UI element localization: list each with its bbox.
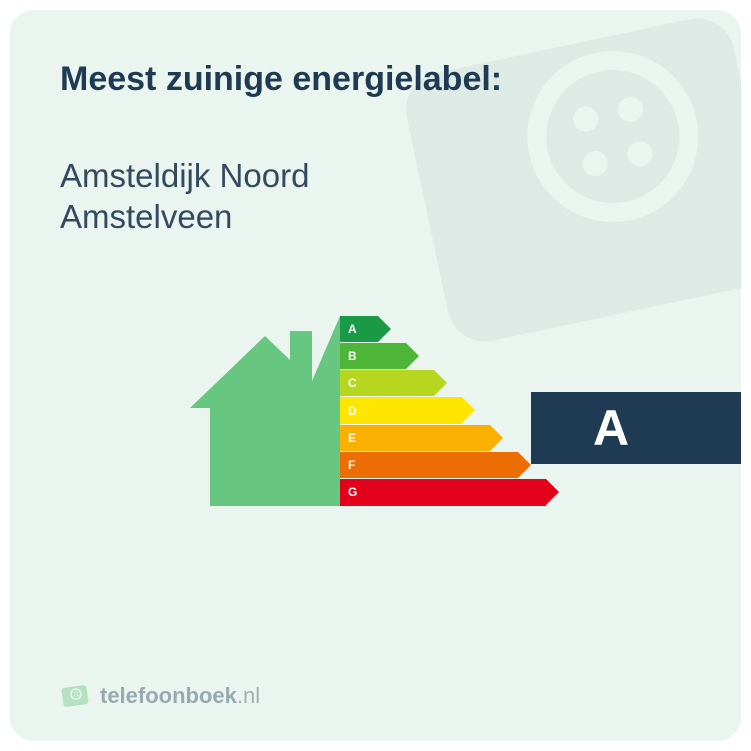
energy-bar-arrow [490,425,503,451]
energy-bar-arrow [462,397,475,423]
energy-bar-label: C [348,376,357,390]
selected-label-badge: A [531,392,741,464]
selected-label-letter: A [593,399,629,457]
energy-bar-c: C [340,370,434,396]
energy-bar-row: G [340,479,546,505]
location-subtitle: Amsteldijk Noord Amstelveen [60,155,691,238]
energy-bar-d: D [340,397,462,423]
card-title: Meest zuinige energielabel: [60,60,691,99]
energy-bar-a: A [340,316,378,342]
energy-bar-arrow [378,316,391,342]
energy-label-card: Meest zuinige energielabel: Amsteldijk N… [10,10,741,741]
footer-logo-icon [60,681,90,711]
energy-bar-label: G [348,485,357,499]
energy-bar-g: G [340,479,546,505]
energy-bar-f: F [340,452,518,478]
energy-bar-label: F [348,458,355,472]
energy-bar-b: B [340,343,406,369]
energy-bar-label: D [348,404,357,418]
energy-bar-row: A [340,316,546,342]
footer-brand-suffix: .nl [237,683,260,708]
energy-bar-row: E [340,425,546,451]
energy-bar-arrow [406,343,419,369]
location-line-2: Amstelveen [60,198,232,235]
energy-bar-label: B [348,349,357,363]
energy-bar-row: D [340,397,546,423]
energy-bar-e: E [340,425,490,451]
energy-bars: ABCDEFG [340,316,546,507]
energy-bar-arrow [518,452,531,478]
footer-brand-bold: telefoonboek [100,683,237,708]
energy-bar-arrow [546,479,559,505]
selected-label-inner: A [531,392,741,464]
energy-bar-row: B [340,343,546,369]
location-line-1: Amsteldijk Noord [60,157,309,194]
energy-bar-label: A [348,322,357,336]
house-icon [190,316,340,506]
content-wrapper: Meest zuinige energielabel: Amsteldijk N… [60,60,691,711]
energy-bar-row: C [340,370,546,396]
energy-bar-row: F [340,452,546,478]
energy-bar-arrow [434,370,447,396]
footer: telefoonboek.nl [60,681,691,711]
footer-brand: telefoonboek.nl [100,683,260,709]
energy-bar-label: E [348,431,356,445]
